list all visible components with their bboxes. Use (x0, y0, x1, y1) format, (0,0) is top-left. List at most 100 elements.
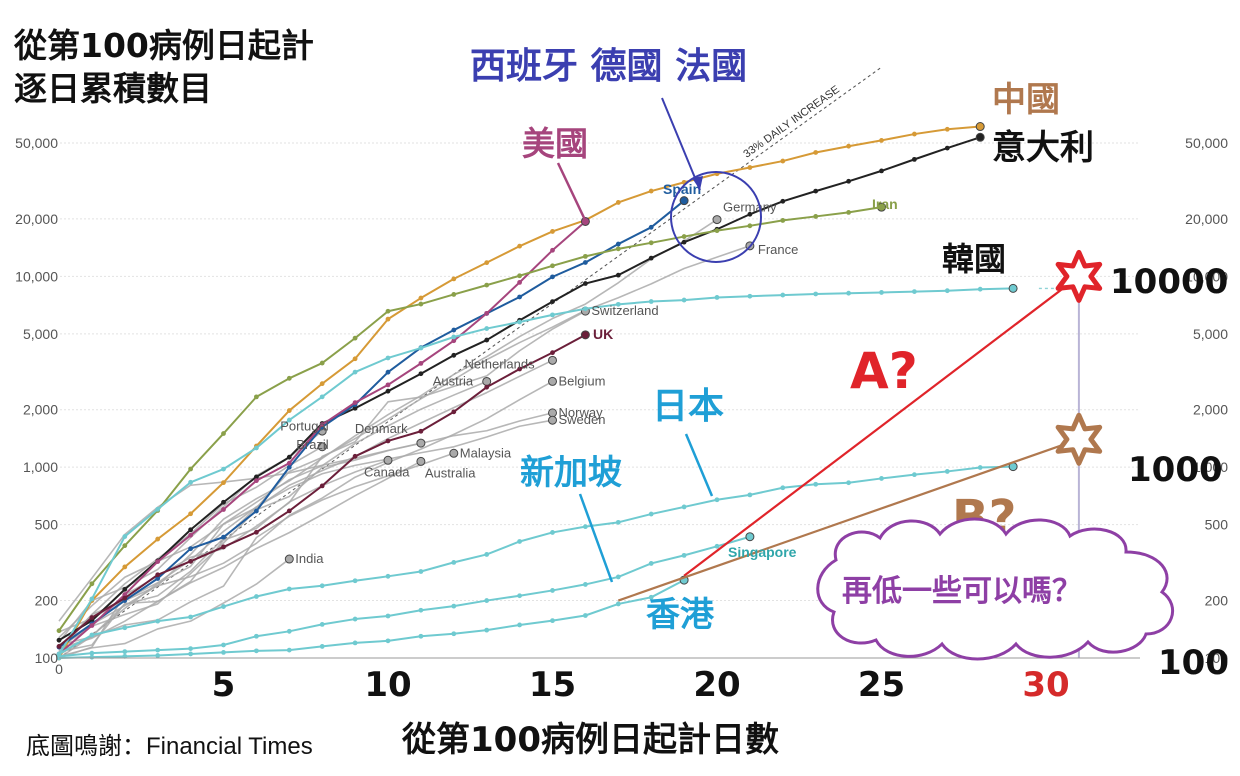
callout-europe: 西班牙 德國 法國 (470, 46, 747, 87)
data-point (122, 586, 128, 592)
data-point (648, 188, 654, 194)
series-line-24 (58, 579, 685, 659)
data-point (188, 527, 194, 533)
data-point (221, 431, 226, 436)
data-point (912, 156, 917, 162)
projection-a-label: A? (850, 342, 918, 400)
data-point (550, 274, 555, 280)
y-tick-label-right: 2,000 (1193, 402, 1228, 418)
data-point (89, 581, 95, 587)
data-point (681, 552, 687, 558)
data-point (550, 350, 555, 356)
data-point (155, 572, 161, 578)
series-end-point (712, 215, 722, 225)
data-point (385, 388, 391, 394)
callout-singapore-pointer (578, 493, 614, 583)
data-point (484, 326, 490, 331)
y-tick-label-left: 10,000 (15, 268, 58, 284)
series-line-6 (58, 245, 751, 659)
data-point (583, 306, 588, 312)
data-point (385, 369, 391, 375)
series-label: Switzerland (591, 303, 658, 318)
data-point (155, 559, 161, 565)
data-point (286, 586, 292, 592)
x-tick-label: 10 (364, 665, 411, 705)
series-label: Canada (364, 464, 410, 479)
series-label: Brazil (296, 437, 329, 452)
callout-korea: 韓國 (942, 240, 1006, 278)
data-point (188, 479, 194, 485)
y-tick-label-right: 20,000 (1185, 211, 1228, 227)
series-end-point (383, 455, 393, 465)
data-point (319, 422, 325, 428)
data-point (484, 384, 490, 390)
data-point (517, 366, 522, 372)
data-point (879, 168, 884, 174)
data-point (517, 273, 522, 279)
star-icon-b (1055, 412, 1103, 466)
data-point (944, 288, 950, 294)
data-point (451, 334, 457, 340)
data-point (451, 327, 457, 333)
series-end-point (449, 448, 459, 458)
data-point (221, 534, 226, 540)
data-point (615, 601, 621, 607)
data-point (286, 464, 292, 470)
series-line-22 (58, 465, 1014, 655)
series-line-21 (58, 558, 290, 658)
data-point (385, 308, 391, 314)
y-tick-label-left: 20,000 (15, 211, 58, 227)
y-tick-label-left: 1,000 (23, 459, 58, 475)
data-point (319, 583, 325, 589)
data-point (155, 576, 161, 581)
data-point (484, 598, 490, 603)
data-point (615, 200, 621, 205)
data-point (813, 214, 819, 219)
projection-b-value: 1000 (1128, 450, 1223, 490)
series-lines (56, 122, 1018, 661)
data-point (418, 301, 424, 307)
data-point (286, 454, 292, 460)
series-line-13 (58, 412, 553, 649)
data-point (977, 286, 983, 292)
data-point (385, 613, 391, 619)
series-end-point (416, 438, 426, 448)
data-point (747, 223, 753, 229)
data-point (221, 507, 226, 512)
title-line2: 逐日累積數目 (14, 69, 212, 108)
x-tick-label: 15 (529, 665, 576, 705)
data-point (747, 165, 753, 170)
data-point (747, 211, 753, 217)
data-point (879, 476, 884, 481)
series-end-point (1008, 283, 1018, 293)
data-point (319, 394, 325, 400)
data-point (254, 648, 259, 654)
data-point (451, 292, 457, 297)
credit: 底圖鳴謝：Financial Times (26, 733, 313, 760)
y-tick-label-left: 500 (35, 517, 59, 533)
data-point (747, 492, 753, 498)
speech-bubble-text: 再低一些可以嗎？ (842, 574, 1082, 609)
series-end-point (548, 415, 557, 425)
data-point (846, 480, 851, 486)
series-end-point (416, 456, 426, 466)
data-point (451, 603, 457, 609)
x-tick-label: 25 (858, 665, 905, 705)
data-point (648, 561, 654, 566)
x-tick-label: 0 (55, 661, 63, 677)
data-point (846, 290, 851, 296)
data-point (286, 647, 292, 653)
data-point (89, 654, 95, 660)
data-point (352, 356, 358, 362)
data-point (418, 360, 424, 366)
data-point (319, 483, 325, 489)
data-point (122, 592, 128, 597)
data-point (517, 622, 522, 628)
data-point (451, 409, 457, 415)
data-point (418, 633, 424, 639)
series-label: Sweden (559, 412, 606, 427)
data-point (221, 649, 226, 655)
data-point (254, 508, 259, 514)
callout-japan: 日本 (652, 386, 724, 427)
data-point (517, 279, 522, 285)
